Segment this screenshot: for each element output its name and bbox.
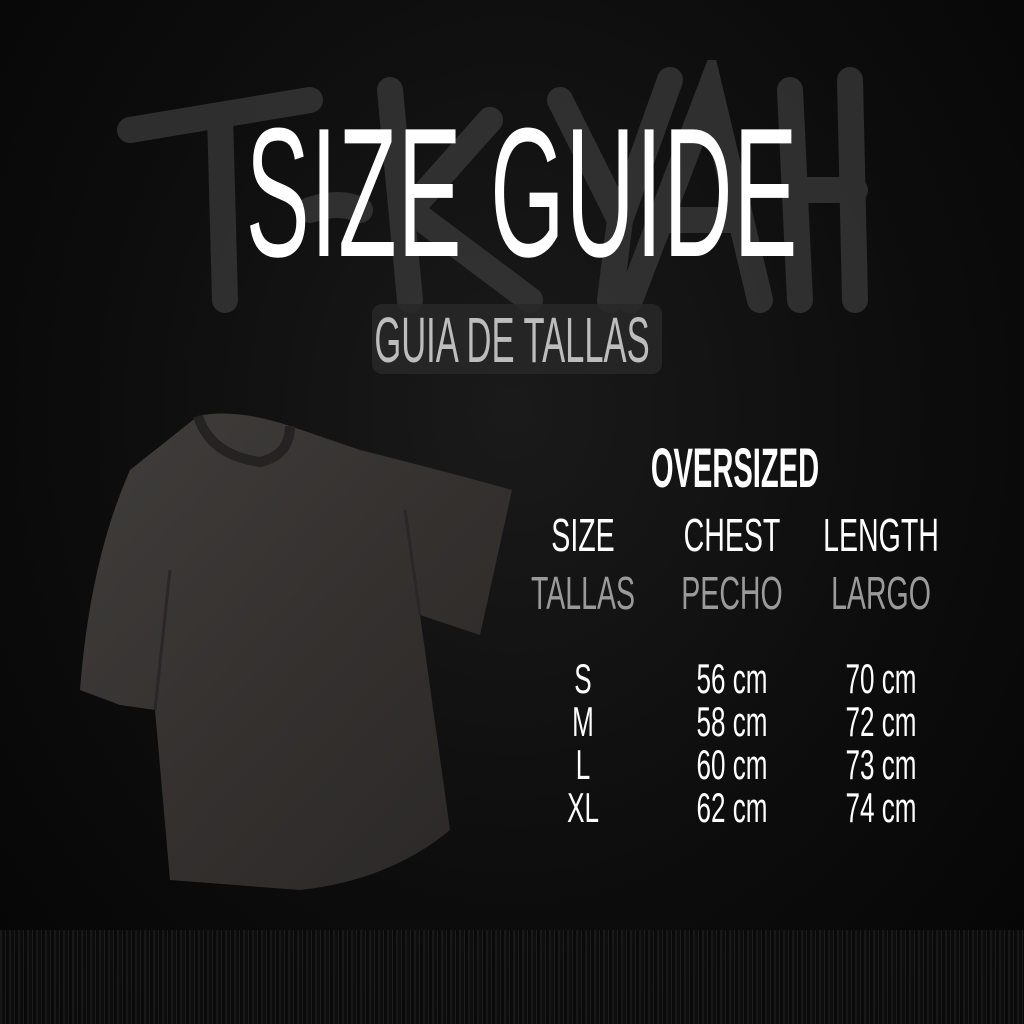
cell-chest: 62 cm <box>696 784 768 831</box>
floor-texture <box>0 930 1024 1024</box>
cell-length: 73 cm <box>845 741 917 788</box>
cell-chest: 60 cm <box>696 741 768 788</box>
fit-label: OVERSIZED <box>650 436 820 499</box>
header-length-es: LARGO <box>831 567 931 619</box>
tshirt-image <box>80 413 512 890</box>
cell-size: M <box>572 698 594 745</box>
cell-length: 74 cm <box>845 784 917 831</box>
header-size-es: TALLAS <box>530 567 636 619</box>
header-size: SIZE <box>551 509 615 561</box>
header-chest-es: PECHO <box>681 567 783 619</box>
cell-length: 72 cm <box>845 698 917 745</box>
cell-size: L <box>575 741 591 788</box>
header-length: LENGTH <box>823 509 939 561</box>
cell-length: 70 cm <box>845 655 917 702</box>
cell-size: XL <box>567 784 599 831</box>
subtitle-backdrop <box>372 304 662 374</box>
cell-chest: 58 cm <box>696 698 768 745</box>
cell-size: S <box>574 655 592 702</box>
page-title: SIZE GUIDE <box>245 89 799 295</box>
header-chest: CHEST <box>683 509 781 561</box>
page-subtitle: GUIA DE TALLAS <box>374 304 650 376</box>
graffiti-logo <box>117 60 868 313</box>
cell-chest: 56 cm <box>696 655 768 702</box>
